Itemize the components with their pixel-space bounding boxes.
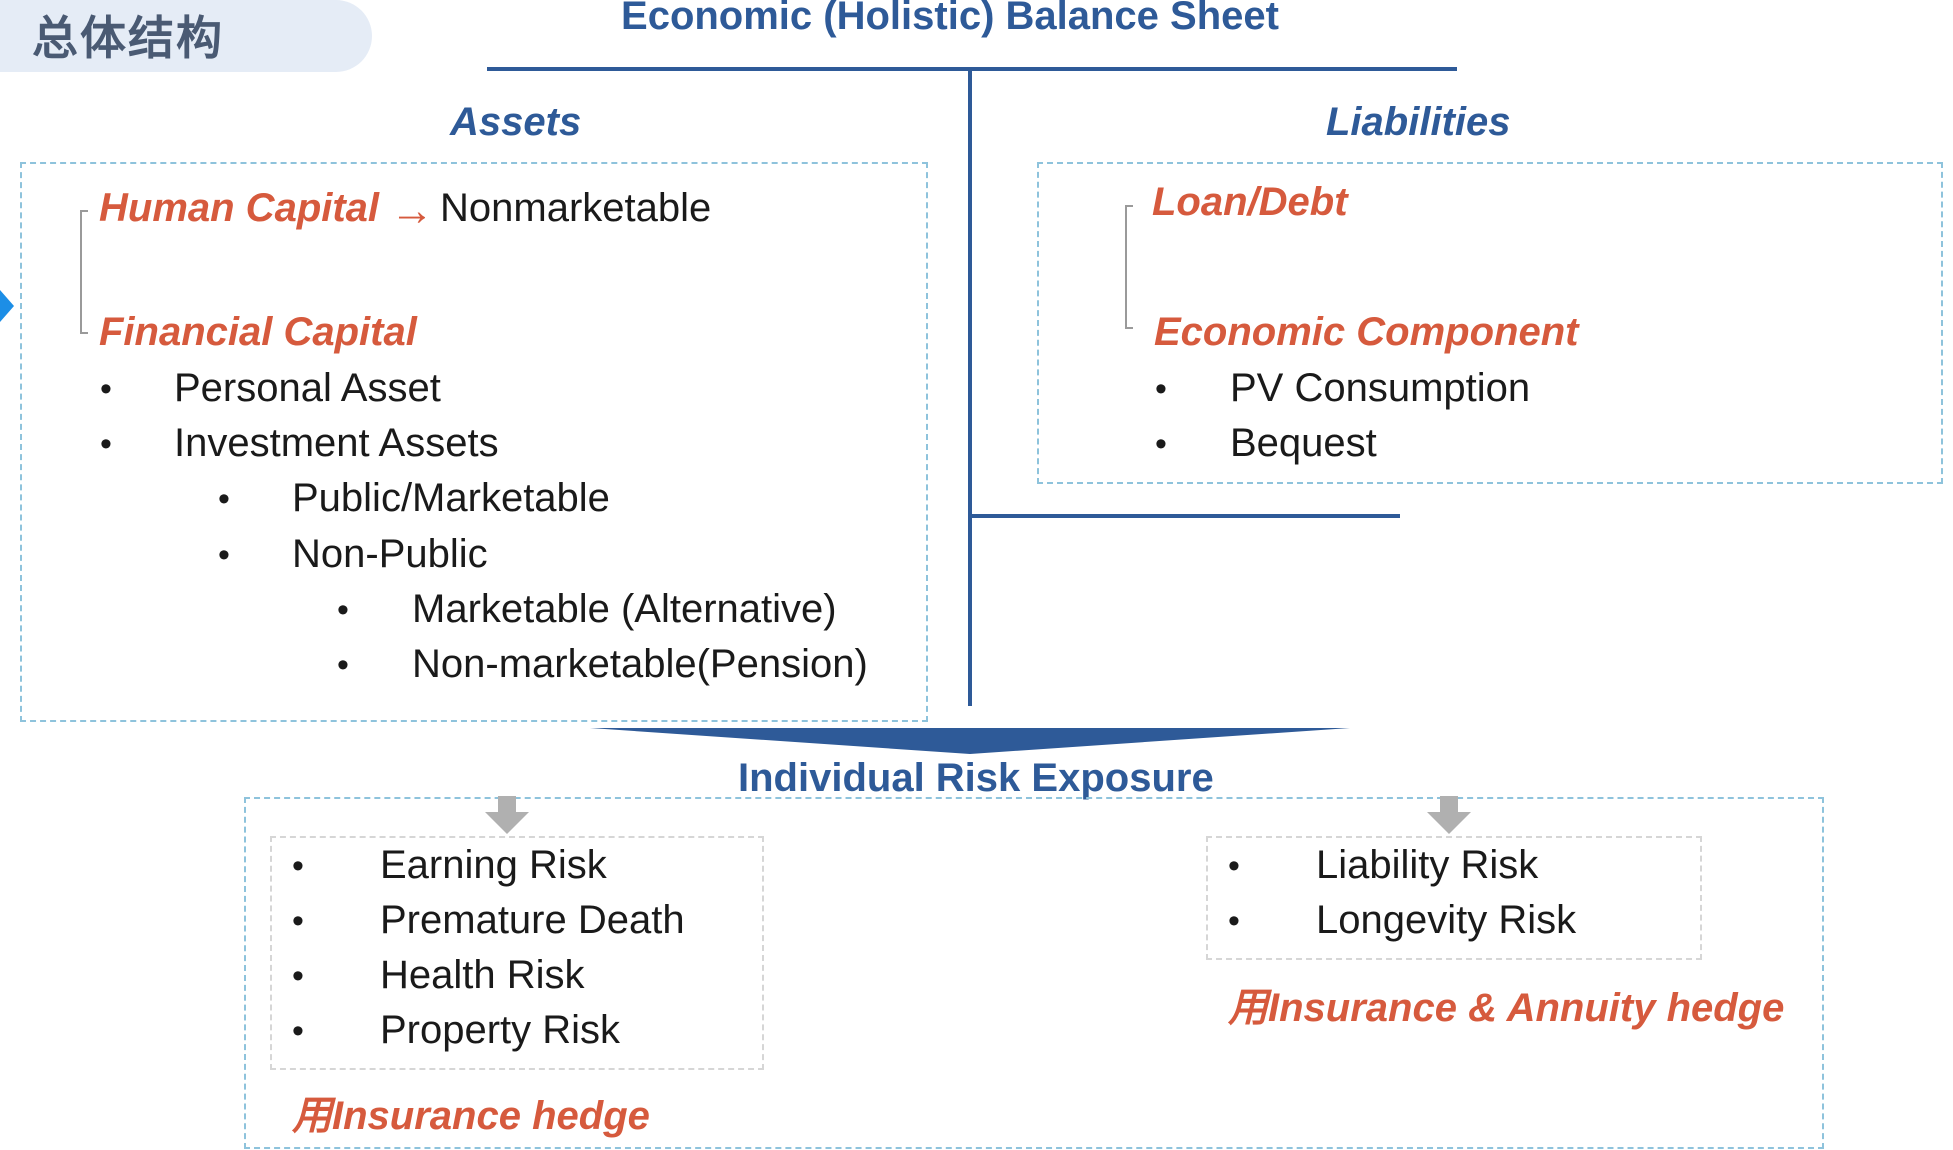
assets-box xyxy=(20,162,928,722)
economic-component-label: Economic Component xyxy=(1154,310,1579,354)
balance-sheet-title: Economic (Holistic) Balance Sheet xyxy=(621,0,1279,38)
risk-item: Premature Death xyxy=(380,898,685,942)
bullet: • xyxy=(218,536,230,574)
loan-debt-label: Loan/Debt xyxy=(1152,180,1348,224)
assets-header: Assets xyxy=(450,100,582,144)
risk-item: Earning Risk xyxy=(380,843,607,887)
arrow-down-icon xyxy=(498,796,516,812)
bullet: • xyxy=(292,847,304,885)
bullet: • xyxy=(1155,370,1167,408)
funnel-shape xyxy=(590,728,1350,754)
t-account-vertical-line xyxy=(968,71,972,706)
liability-item: PV Consumption xyxy=(1230,366,1531,410)
financial-capital-label: Financial Capital xyxy=(99,310,417,354)
bullet: • xyxy=(292,902,304,940)
arrow-down-icon xyxy=(1427,812,1471,834)
assets-bracket xyxy=(80,210,88,334)
risk-exposure-title: Individual Risk Exposure xyxy=(738,756,1214,800)
insurance-hedge-label: 用Insurance hedge xyxy=(292,1094,650,1138)
slide-marker-icon xyxy=(0,290,14,322)
section-badge xyxy=(0,0,372,72)
bullet: • xyxy=(337,591,349,629)
asset-item: Marketable (Alternative) xyxy=(412,587,837,631)
bullet: • xyxy=(100,425,112,463)
bullet: • xyxy=(292,1012,304,1050)
t-account-top-line xyxy=(487,67,1457,71)
risk-item: Liability Risk xyxy=(1316,843,1539,887)
asset-item: Non-marketable(Pension) xyxy=(412,642,868,686)
risk-item: Health Risk xyxy=(380,953,585,997)
asset-item: Investment Assets xyxy=(174,421,499,465)
bullet: • xyxy=(337,646,349,684)
risk-box xyxy=(244,797,1824,1149)
bullet: • xyxy=(218,480,230,518)
asset-item: Personal Asset xyxy=(174,366,441,410)
insurance-annuity-hedge-label: 用Insurance & Annuity hedge xyxy=(1228,986,1785,1030)
section-badge-label: 总体结构 xyxy=(32,11,224,65)
risk-item: Property Risk xyxy=(380,1008,621,1052)
arrow-right-icon: → xyxy=(390,186,434,235)
liability-item: Bequest xyxy=(1230,421,1377,465)
arrow-down-icon xyxy=(1440,796,1458,812)
bullet: • xyxy=(292,957,304,995)
human-capital-label: Human Capital xyxy=(99,186,380,230)
risk-item: Longevity Risk xyxy=(1316,898,1577,942)
arrow-down-icon xyxy=(485,812,529,834)
liabilities-header: Liabilities xyxy=(1326,100,1511,144)
left-risk-list-box xyxy=(270,836,764,1070)
right-risk-list-box xyxy=(1206,836,1702,960)
asset-item: Non-Public xyxy=(292,532,488,576)
bullet: • xyxy=(1155,425,1167,463)
liabilities-box xyxy=(1037,162,1943,484)
asset-item: Public/Marketable xyxy=(292,476,610,520)
bullet: • xyxy=(1228,902,1240,940)
bullet: • xyxy=(100,370,112,408)
nonmarketable-label: Nonmarketable xyxy=(440,186,712,230)
liabilities-bracket xyxy=(1125,205,1133,329)
bullet: • xyxy=(1228,847,1240,885)
liabilities-bottom-line xyxy=(972,514,1400,518)
